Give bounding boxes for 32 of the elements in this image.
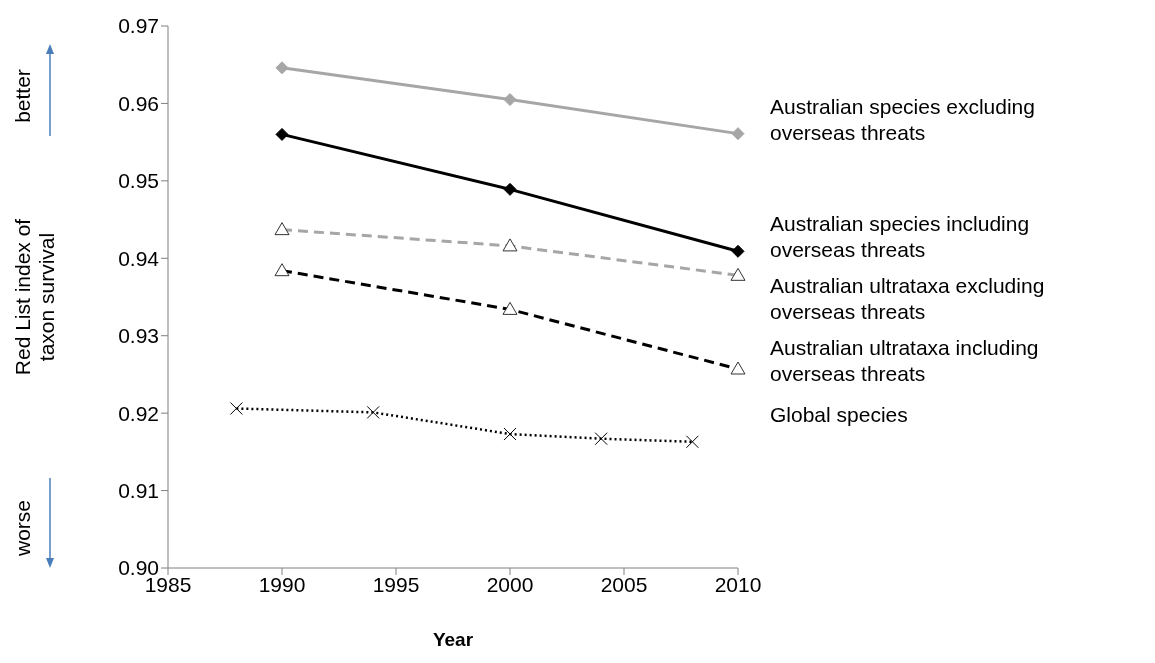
point [503, 93, 517, 107]
x-axis-title: Year [432, 629, 474, 650]
x-tick-label: 2000 [486, 572, 534, 596]
point [275, 61, 289, 75]
text: Global species [770, 402, 908, 426]
text: worse [11, 499, 34, 558]
y-tick-label: 0.95 [118, 169, 159, 193]
point [229, 402, 243, 415]
y-tick-label: 0.96 [118, 91, 159, 115]
y-axis-title: Red List index of taxon survival [11, 218, 58, 376]
x-tick-label: 1990 [258, 572, 306, 596]
y-tick-label: 0.92 [118, 401, 159, 425]
point [503, 427, 517, 441]
text: better [11, 69, 34, 123]
point [685, 435, 699, 449]
point [275, 127, 289, 141]
series-label: Australian species excluding overseas threats [770, 94, 1035, 144]
point [503, 182, 517, 196]
x-tick-label: 1995 [372, 572, 420, 596]
series-label: Australian ultrataxa excluding overseas threats [770, 274, 1045, 324]
point [731, 244, 745, 258]
x-tick-label: 2005 [600, 572, 648, 596]
y-tick-label: 0.91 [118, 479, 159, 503]
y-tick-label: 0.93 [118, 324, 159, 348]
y-tick-label: 0.97 [118, 14, 159, 38]
y-tick-label: 0.94 [118, 246, 160, 270]
x-tick-label: 2010 [714, 572, 762, 596]
point [594, 432, 608, 446]
series-label: Australian species including overseas threats [770, 212, 1030, 262]
point [366, 405, 380, 419]
point [731, 127, 745, 141]
series-label: Australian ultrataxa including overseas threats [770, 336, 1039, 386]
